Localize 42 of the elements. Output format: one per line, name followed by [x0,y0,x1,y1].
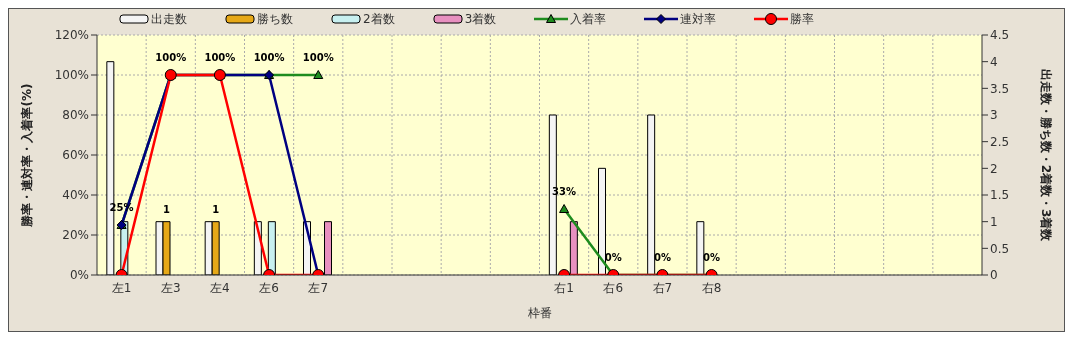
x-tick-label: 右8 [701,280,722,295]
y2-tick-label: 2.5 [990,134,1010,149]
y2-tick-label: 2 [990,161,998,176]
x-tick-label: 左4 [210,280,230,295]
y-tick-label: 40% [62,188,89,203]
y-tick-label: 0% [69,268,89,283]
legend-label: 勝率 [789,10,815,28]
y2-tick-label: 3 [990,108,998,123]
y-tick-label: 80% [62,108,89,123]
legend-label: 勝ち数 [256,10,293,28]
y-tick-label: 20% [62,228,89,243]
x-tick-label: 左3 [160,280,181,295]
data-label: 1 [212,203,220,215]
x-tick-label: 左6 [259,280,279,295]
y2-tick-label: 0 [990,268,998,283]
x-tick-label: 左7 [308,280,329,295]
legend-label: 出走数 [150,10,187,28]
x-tick-label: 右6 [603,280,624,295]
y-tick-label: 100% [54,68,89,83]
x-tick-label: 右7 [652,280,673,295]
data-label: 100% [204,52,236,63]
y2-tick-label: 1 [990,214,998,229]
y-tick-label: 120% [54,28,89,43]
data-label: 100% [155,52,187,63]
y2-tick-label: 1.5 [990,188,1010,203]
x-tick-label: 右1 [554,280,574,295]
legend-label: 連対率 [679,10,717,28]
y2-tick-label: 3.5 [990,81,1010,96]
legend-label: 3着数 [463,10,497,28]
y-tick-label: 60% [62,148,89,163]
x-axis-title: 枠番 [526,306,552,320]
legend-label: 2着数 [362,10,395,28]
y-axis-title: 勝率・連対率・入着率(%) [20,83,35,228]
y2-tick-label: 0.5 [990,241,1010,256]
x-tick-label: 左1 [111,280,132,295]
y2-tick-label: 4.5 [990,28,1010,43]
y2-axis-title: 出走数・勝ち数・2着数・3着数 [1038,68,1053,243]
legend-label: 入着率 [569,10,607,28]
data-label: 100% [253,52,285,63]
data-label: 1 [163,203,171,215]
y2-tick-label: 4 [990,54,998,69]
data-label: 100% [302,52,334,63]
